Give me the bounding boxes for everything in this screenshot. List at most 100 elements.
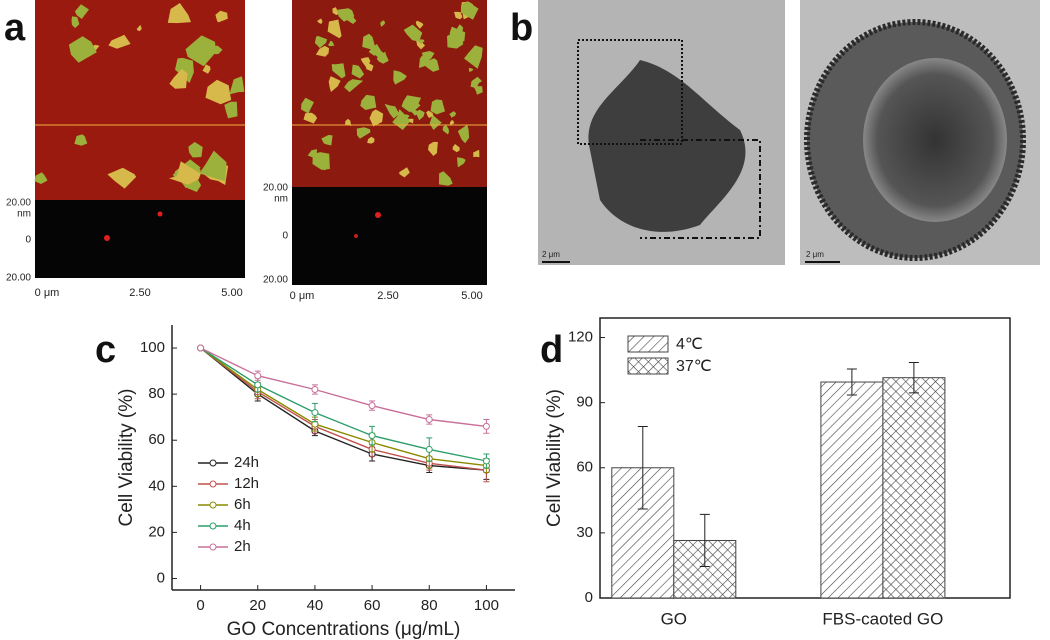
- profile-peak: [104, 235, 110, 241]
- plot-frame: [599, 317, 1011, 599]
- data-point: [197, 344, 205, 352]
- x-axis-title: GO Concentrations (μg/mL): [227, 619, 461, 640]
- afm-flake: [454, 11, 463, 20]
- legend-label: 4h: [234, 517, 251, 534]
- series-line: [200, 347, 487, 462]
- y-tick-label: 40: [148, 477, 165, 494]
- zoom-box: [577, 39, 683, 145]
- afm-flake: [332, 7, 340, 15]
- y-axis-title: Cell Viability (%): [544, 389, 565, 527]
- legend-swatch: [627, 357, 669, 375]
- afm-flake: [369, 109, 384, 127]
- data-point: [311, 409, 319, 417]
- data-point: [425, 445, 433, 453]
- afm-flake: [68, 36, 97, 63]
- series-line: [200, 347, 487, 428]
- afm-flake: [473, 86, 483, 95]
- afm-flake: [470, 76, 483, 89]
- afm-flake: [367, 136, 375, 144]
- afm-flake: [314, 35, 328, 49]
- y-tick-label: 90: [576, 394, 593, 411]
- afm-flake: [303, 112, 318, 124]
- y-tick-label: 100: [140, 339, 165, 356]
- afm-flake: [74, 134, 88, 146]
- legend-label: 24h: [234, 454, 259, 471]
- afm-flake: [344, 79, 364, 93]
- afm-flake: [351, 64, 365, 79]
- afm-flake: [199, 150, 227, 182]
- y-tick-label: 60: [148, 431, 165, 448]
- afm-flake: [418, 55, 430, 68]
- afm-flake: [327, 40, 335, 47]
- data-point: [368, 432, 376, 440]
- profile-x-tick: 5.00: [461, 290, 482, 302]
- afm-flake: [403, 24, 423, 42]
- afm-flake: [430, 99, 445, 115]
- zoom-box: [640, 139, 761, 239]
- profile-tick: 20.00: [6, 273, 31, 284]
- data-point: [254, 372, 262, 380]
- series-line: [200, 347, 487, 471]
- data-point: [368, 402, 376, 410]
- afm-flake: [473, 149, 480, 158]
- legend-label: 12h: [234, 475, 259, 492]
- profile-tick: 20.00: [263, 275, 288, 286]
- profile-tick: 20.00: [6, 198, 31, 209]
- afm-flake: [345, 118, 352, 127]
- profile-tick: 20.00: [263, 183, 288, 194]
- afm-profile: [292, 187, 487, 285]
- afm-flake: [74, 4, 89, 19]
- data-point: [482, 457, 490, 465]
- x-tick-label: 0: [196, 597, 204, 614]
- afm-flake: [449, 120, 455, 126]
- scale-label: 2 μm: [542, 250, 560, 259]
- afm-flakes: [34, 3, 245, 192]
- afm-flake: [460, 1, 479, 20]
- tem-cell: [588, 60, 746, 232]
- afm-flake: [331, 63, 346, 79]
- afm-flake: [360, 57, 371, 68]
- data-point: [425, 415, 433, 423]
- y-tick-label: 80: [148, 385, 165, 402]
- afm-flake: [403, 114, 410, 119]
- afm-flake: [169, 68, 188, 89]
- afm-flake: [415, 109, 425, 121]
- x-tick-label: 40: [307, 597, 324, 614]
- x-tick-label: 80: [421, 597, 438, 614]
- afm-flake: [107, 167, 137, 189]
- afm-flake: [449, 111, 457, 118]
- afm-flake: [429, 114, 442, 130]
- afm-flake: [457, 124, 470, 144]
- legend-label: 37℃: [676, 358, 712, 375]
- legend-marker: [209, 522, 217, 530]
- y-tick-label: 120: [568, 329, 593, 346]
- profile-peak: [157, 211, 163, 217]
- afm-profile: [35, 200, 245, 278]
- y-tick-label: 30: [576, 524, 593, 541]
- legend-label: 4℃: [676, 336, 703, 353]
- profile-x-tick: 0 μm: [35, 287, 60, 299]
- bar: [820, 381, 884, 599]
- error-bar: [846, 368, 857, 396]
- afm-flake: [185, 35, 217, 67]
- legend-marker: [209, 543, 217, 551]
- afm-flake: [468, 67, 474, 72]
- afm-flake: [362, 33, 375, 50]
- afm-flake: [377, 51, 389, 64]
- data-point: [311, 386, 319, 394]
- afm-flake: [321, 135, 333, 146]
- afm-flake: [457, 157, 466, 168]
- data-point: [254, 381, 262, 389]
- profile-tick: 0: [25, 235, 31, 246]
- panel-label: d: [540, 329, 563, 371]
- afm-flake: [328, 76, 341, 92]
- error-bar: [908, 361, 919, 394]
- afm-flake: [380, 20, 385, 27]
- profile-x-tick: 5.00: [221, 287, 242, 299]
- afm-flake: [411, 109, 418, 116]
- afm-flake: [317, 18, 323, 24]
- y-tick-label: 0: [157, 569, 165, 586]
- afm-flake: [215, 10, 228, 23]
- afm-flake: [136, 25, 142, 32]
